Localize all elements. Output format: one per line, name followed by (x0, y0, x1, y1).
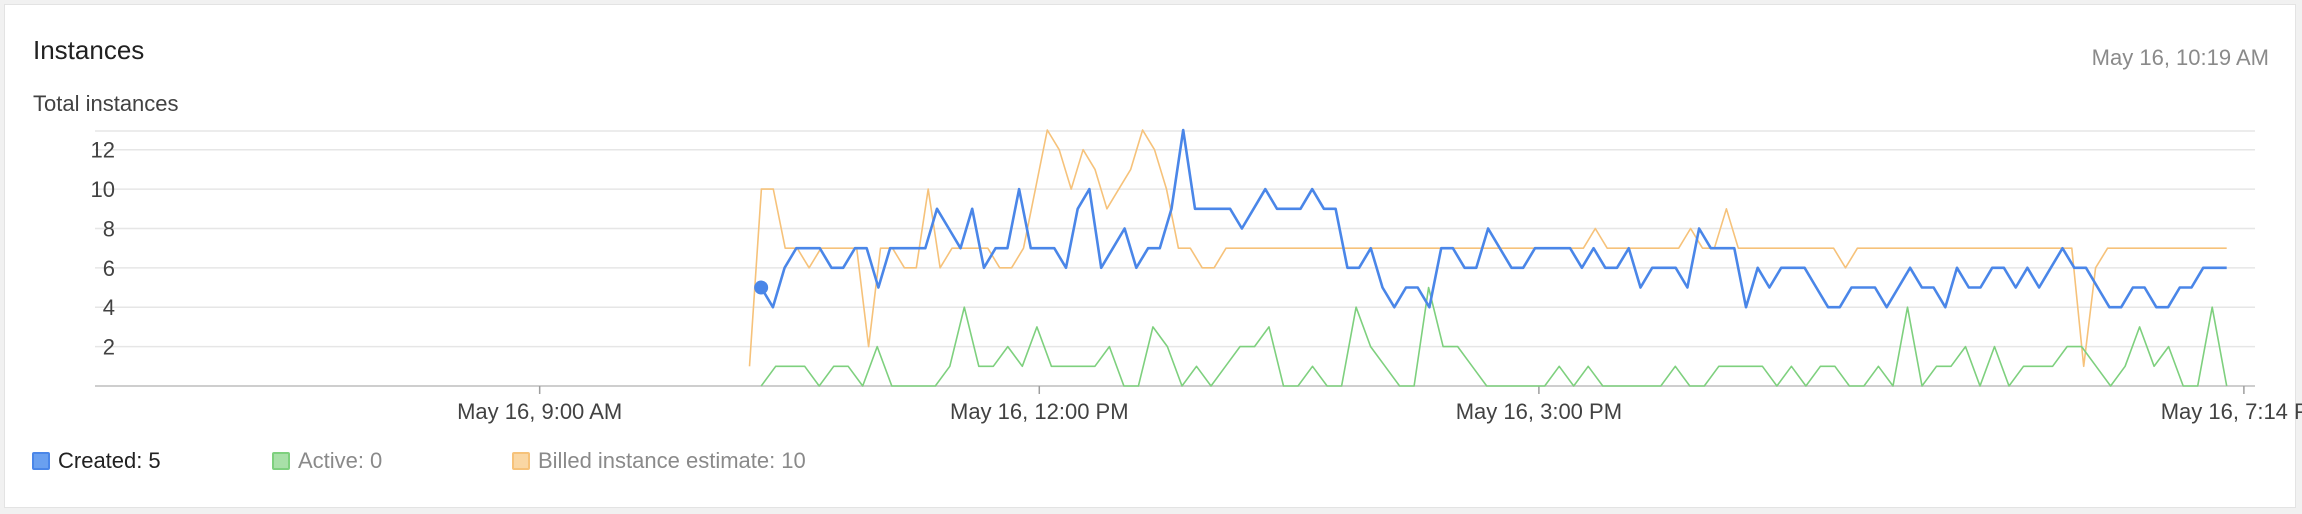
last-updated-timestamp: May 16, 10:19 AM (2091, 45, 2269, 70)
y-tick-label: 10 (91, 177, 115, 202)
y-tick-label: 4 (103, 295, 115, 320)
x-tick-label: May 16, 7:14 PM (2161, 399, 2302, 424)
chart-subtitle: Total instances (33, 91, 179, 116)
x-tick-label: May 16, 12:00 PM (950, 399, 1129, 424)
legend-value: 0 (370, 448, 383, 473)
x-tick-label: May 16, 3:00 PM (1456, 399, 1622, 424)
legend-value: 10 (781, 448, 806, 473)
y-tick-label: 8 (103, 216, 115, 241)
card-title: Instances (33, 35, 145, 65)
created-swatch-icon (32, 452, 50, 470)
billed-swatch-icon (512, 452, 530, 470)
highlight-point (754, 280, 769, 295)
active-swatch-icon (272, 452, 290, 470)
legend-value: 5 (148, 448, 161, 473)
y-tick-label: 2 (103, 335, 115, 360)
series-line-active (760, 286, 2228, 387)
series-line-billed-instance-estimate (748, 129, 2227, 368)
legend-item-active[interactable]: Active: 0 (272, 448, 382, 474)
y-tick-label: 6 (103, 256, 115, 281)
legend-item-created[interactable]: Created: 5 (32, 448, 161, 474)
legend-label: Created: (58, 448, 143, 473)
series-line-created (760, 128, 2227, 309)
y-tick-label: 12 (91, 138, 115, 163)
legend-label: Active: (298, 448, 365, 473)
x-tick-label: May 16, 9:00 AM (457, 399, 622, 424)
legend-label: Billed instance estimate: (538, 448, 776, 473)
instances-card: Instances May 16, 10:19 AM Total instanc… (4, 4, 2296, 508)
legend-item-billed-instance-estimate[interactable]: Billed instance estimate: 10 (512, 448, 806, 474)
